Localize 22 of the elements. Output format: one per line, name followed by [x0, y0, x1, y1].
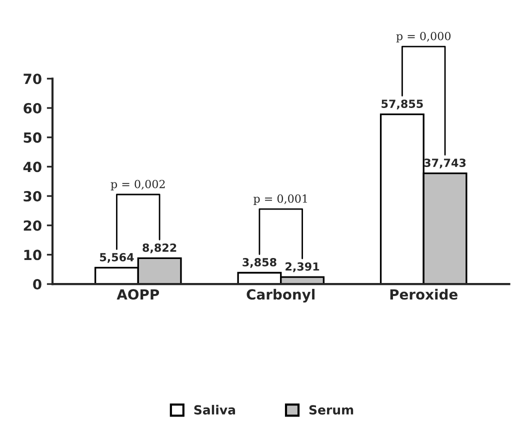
annotation: p = 0,002 — [110, 180, 165, 190]
legend-label: Serum — [309, 405, 354, 415]
x-tick-label: Peroxide — [390, 288, 458, 300]
annotation: p = 0,001 — [254, 194, 307, 205]
y-tick-label: 0 — [33, 279, 42, 290]
data-label: 3,858 — [242, 258, 276, 268]
data-label: 5,564 — [100, 253, 134, 263]
y-tick-label: 70 — [24, 74, 42, 84]
y-tick-label: 10 — [24, 250, 42, 260]
y-tick-label: 40 — [23, 162, 42, 172]
y-tick-label: 60 — [24, 102, 42, 114]
y-tick-label: 20 — [24, 220, 42, 231]
data-label: 37,743 — [424, 158, 466, 168]
y-tick-label: 30 — [24, 190, 42, 202]
data-label: 2,391 — [286, 262, 320, 272]
data-label: 57,855 — [382, 100, 423, 110]
legend-label: Saliva — [194, 404, 236, 415]
data-label: 8,822 — [142, 243, 176, 254]
x-tick-label: AOPP — [116, 289, 160, 300]
x-tick-label: Carbonyl — [246, 288, 315, 302]
text: p = 0,000 — [396, 32, 451, 42]
y-tick-label: 50 — [24, 132, 42, 143]
